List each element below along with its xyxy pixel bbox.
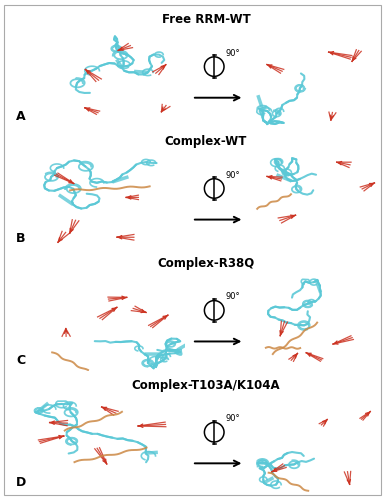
Text: 90°: 90° xyxy=(226,414,241,424)
Text: 90°: 90° xyxy=(226,170,241,179)
Text: Free RRM-WT: Free RRM-WT xyxy=(162,13,250,26)
Text: A: A xyxy=(16,110,26,124)
Text: D: D xyxy=(16,476,27,489)
Text: Complex-R38Q: Complex-R38Q xyxy=(157,257,254,270)
Text: 90°: 90° xyxy=(226,292,241,302)
Text: C: C xyxy=(16,354,25,367)
Text: 90°: 90° xyxy=(226,48,241,58)
Text: B: B xyxy=(16,232,26,245)
Text: Complex-WT: Complex-WT xyxy=(165,135,247,148)
Text: Complex-T103A/K104A: Complex-T103A/K104A xyxy=(132,378,280,392)
